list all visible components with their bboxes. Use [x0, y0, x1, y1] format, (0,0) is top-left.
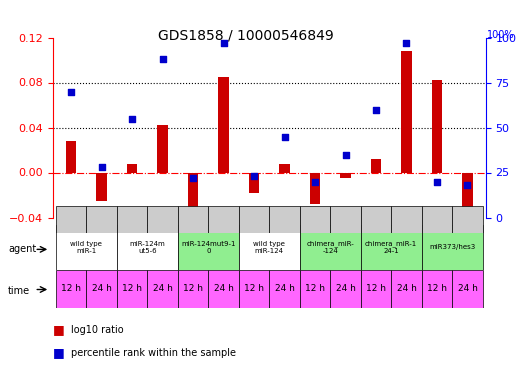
FancyBboxPatch shape [269, 206, 300, 232]
Text: miR-124m
ut5-6: miR-124m ut5-6 [129, 241, 165, 254]
Text: 100%: 100% [487, 30, 515, 40]
FancyBboxPatch shape [300, 206, 330, 232]
Text: 24 h: 24 h [397, 284, 417, 293]
FancyBboxPatch shape [422, 270, 452, 308]
Text: ■: ■ [53, 324, 64, 336]
FancyBboxPatch shape [422, 206, 452, 232]
Text: miR373/hes3: miR373/hes3 [429, 244, 475, 250]
FancyBboxPatch shape [300, 225, 361, 270]
FancyBboxPatch shape [56, 270, 87, 308]
Bar [157, 125, 168, 172]
FancyBboxPatch shape [87, 206, 117, 232]
Point [463, 182, 472, 188]
Text: percentile rank within the sample: percentile rank within the sample [71, 348, 237, 357]
Text: 24 h: 24 h [458, 284, 477, 293]
Bar [188, 172, 199, 212]
Point [250, 173, 258, 179]
Bar [462, 172, 473, 215]
Point [67, 88, 76, 94]
Text: GDS1858 / 10000546849: GDS1858 / 10000546849 [158, 28, 334, 42]
FancyBboxPatch shape [56, 225, 117, 270]
FancyBboxPatch shape [147, 206, 178, 232]
FancyBboxPatch shape [117, 270, 147, 308]
Bar [66, 141, 77, 172]
Bar [401, 51, 412, 172]
Text: chimera_miR-1
24-1: chimera_miR-1 24-1 [365, 241, 417, 254]
FancyBboxPatch shape [330, 270, 361, 308]
Text: 12 h: 12 h [122, 284, 142, 293]
FancyBboxPatch shape [422, 225, 483, 270]
Text: 12 h: 12 h [427, 284, 447, 293]
Text: 24 h: 24 h [214, 284, 233, 293]
FancyBboxPatch shape [56, 206, 87, 232]
Text: time: time [8, 286, 30, 296]
Text: miR-124mut9-1
0: miR-124mut9-1 0 [181, 241, 235, 254]
FancyBboxPatch shape [178, 206, 209, 232]
FancyBboxPatch shape [87, 270, 117, 308]
Text: 24 h: 24 h [336, 284, 355, 293]
FancyBboxPatch shape [117, 206, 147, 232]
Bar [218, 77, 229, 172]
FancyBboxPatch shape [239, 270, 269, 308]
FancyBboxPatch shape [209, 270, 239, 308]
Point [158, 56, 167, 62]
Bar [340, 172, 351, 178]
Text: 24 h: 24 h [153, 284, 173, 293]
Point [189, 175, 197, 181]
FancyBboxPatch shape [391, 270, 422, 308]
FancyBboxPatch shape [178, 270, 209, 308]
Point [433, 178, 441, 184]
Text: chimera_miR-
-124: chimera_miR- -124 [306, 241, 354, 254]
FancyBboxPatch shape [300, 270, 330, 308]
Text: 12 h: 12 h [305, 284, 325, 293]
Text: ■: ■ [53, 346, 64, 359]
Point [402, 40, 411, 46]
FancyBboxPatch shape [391, 206, 422, 232]
Bar [249, 172, 259, 193]
Point [97, 164, 106, 170]
FancyBboxPatch shape [239, 206, 269, 232]
FancyBboxPatch shape [117, 225, 178, 270]
Text: 12 h: 12 h [61, 284, 81, 293]
Point [280, 134, 289, 140]
FancyBboxPatch shape [269, 270, 300, 308]
Point [128, 116, 136, 122]
Text: log10 ratio: log10 ratio [71, 325, 124, 335]
Text: wild type
miR-1: wild type miR-1 [70, 241, 102, 254]
Bar [96, 172, 107, 201]
Text: 24 h: 24 h [275, 284, 295, 293]
FancyBboxPatch shape [239, 225, 300, 270]
Text: wild type
miR-124: wild type miR-124 [253, 241, 285, 254]
Bar [371, 159, 381, 172]
Bar [432, 80, 442, 172]
Bar [310, 172, 320, 204]
FancyBboxPatch shape [209, 206, 239, 232]
FancyBboxPatch shape [361, 206, 391, 232]
Text: 12 h: 12 h [183, 284, 203, 293]
Point [341, 152, 350, 157]
Point [219, 40, 228, 46]
FancyBboxPatch shape [361, 270, 391, 308]
FancyBboxPatch shape [178, 225, 239, 270]
FancyBboxPatch shape [330, 206, 361, 232]
Text: 12 h: 12 h [244, 284, 264, 293]
Point [311, 178, 319, 184]
Text: 24 h: 24 h [92, 284, 111, 293]
Bar [127, 164, 137, 172]
Bar [279, 164, 290, 172]
Text: agent: agent [8, 244, 36, 254]
FancyBboxPatch shape [452, 270, 483, 308]
Point [372, 106, 380, 112]
FancyBboxPatch shape [452, 206, 483, 232]
FancyBboxPatch shape [147, 270, 178, 308]
FancyBboxPatch shape [361, 225, 422, 270]
Text: 12 h: 12 h [366, 284, 386, 293]
